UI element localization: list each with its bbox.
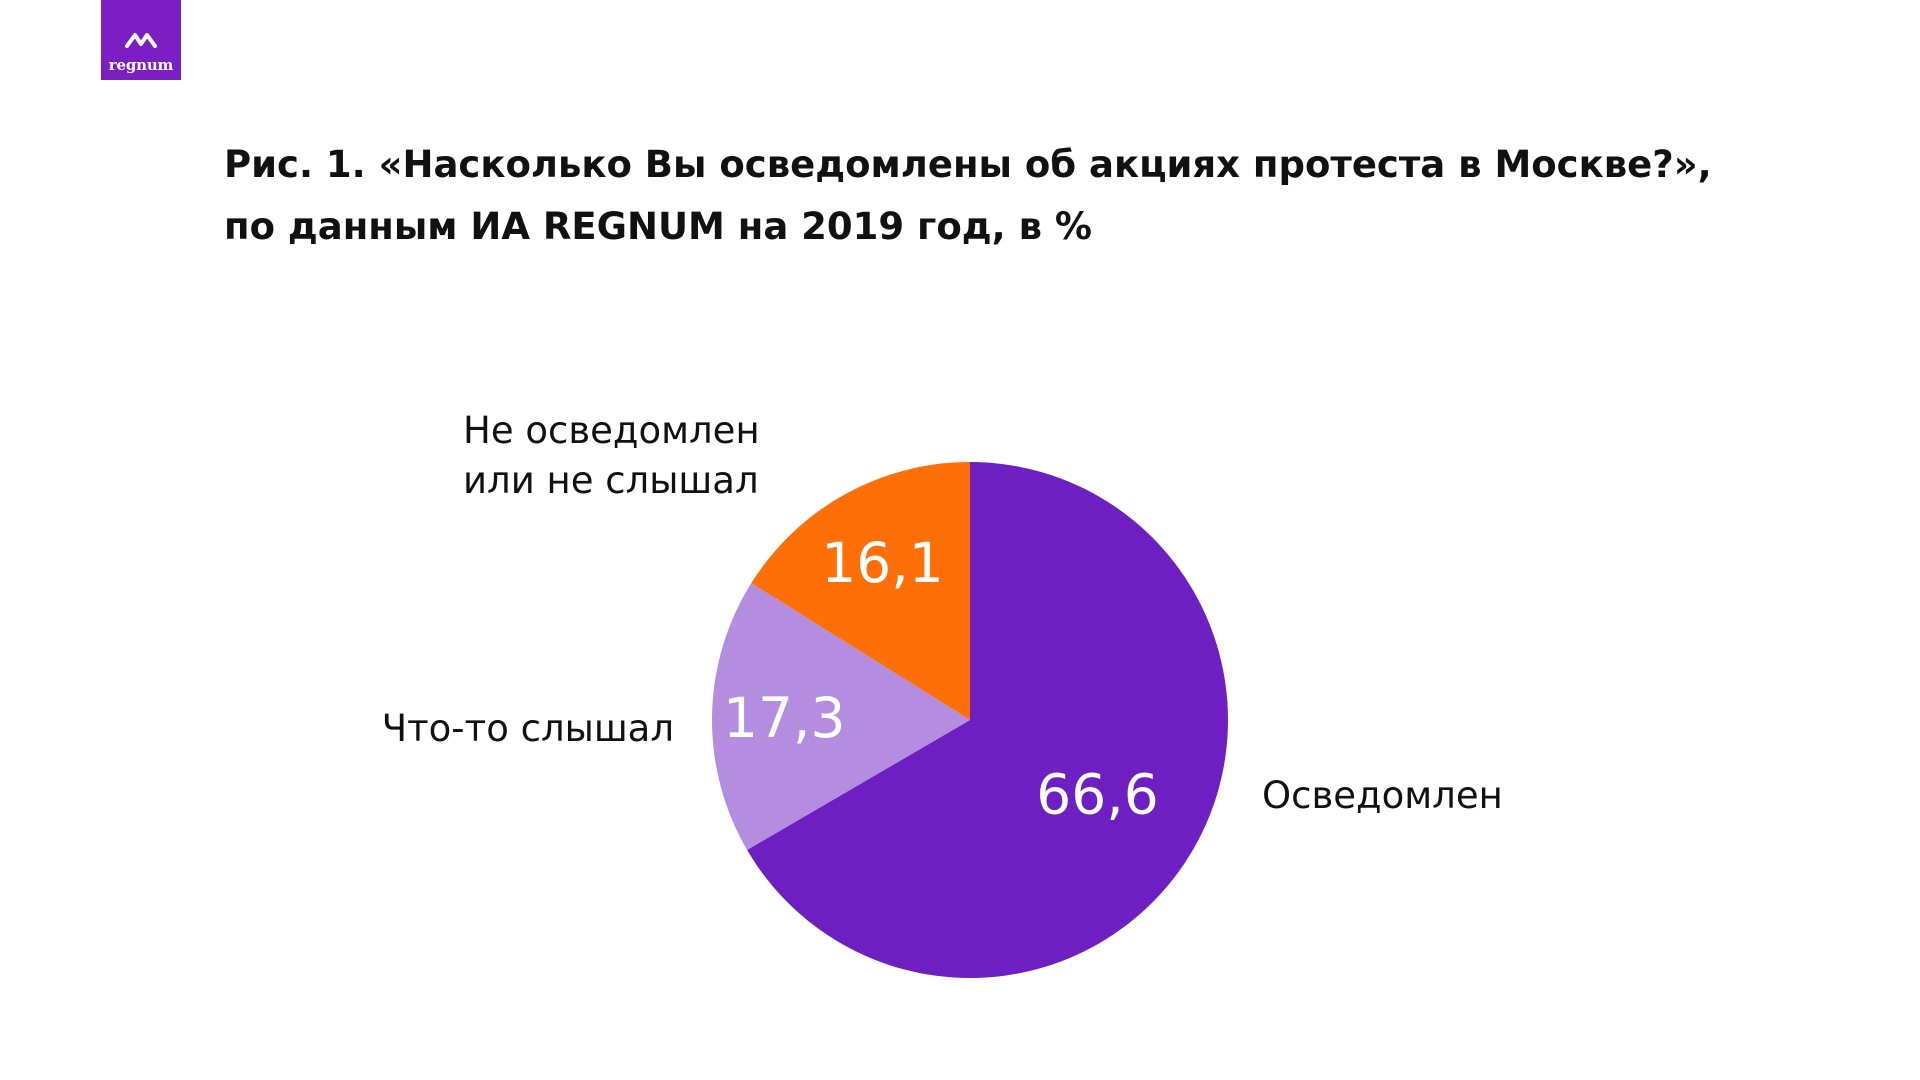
pie-value-labels: 66,6 17,3 16,1 — [723, 531, 1159, 826]
mountain-icon — [125, 33, 157, 48]
pie-slice-3 — [751, 462, 970, 720]
chart-title-line-1: Рис. 1. «Насколько Вы осведомлены об акц… — [224, 143, 1712, 186]
chart-title-line-2: по данным ИА REGNUM на 2019 год, в % — [224, 205, 1092, 248]
logo-text: regnum — [108, 56, 174, 74]
chart-title: Рис. 1. «Насколько Вы осведомлены об акц… — [224, 134, 1824, 258]
pie-category-label-line: Что-то слышал — [382, 707, 674, 750]
pie-slices — [712, 462, 1228, 978]
pie-category-label-line: Не осведомлен — [463, 409, 760, 452]
pie-value-label-2: 17,3 — [723, 686, 845, 750]
pie-category-label-2: Что-то слышал — [382, 707, 674, 750]
pie-slice-2 — [712, 583, 970, 850]
pie-category-label-1: Осведомлен — [1262, 774, 1503, 817]
pie-category-label-line: Осведомлен — [1262, 774, 1503, 817]
pie-category-labels: Осведомлен Что-то слышал Не осведомлен или … — [382, 409, 1503, 817]
pie-value-label-1: 66,6 — [1036, 762, 1158, 826]
pie-category-label-3: Не осведомлен или не слышал — [463, 409, 760, 502]
pie-slice-1 — [747, 462, 1228, 978]
regnum-logo[interactable]: regnum — [101, 0, 181, 80]
pie-value-label-3: 16,1 — [821, 531, 943, 595]
pie-category-label-line: или не слышал — [463, 459, 759, 502]
